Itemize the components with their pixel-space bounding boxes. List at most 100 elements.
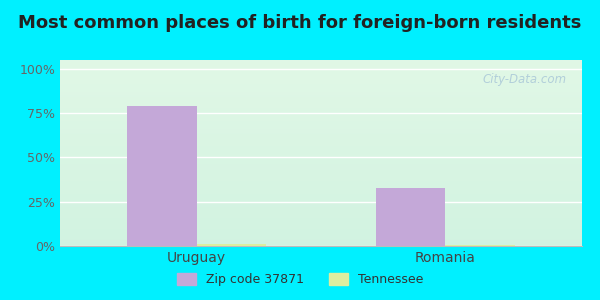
Bar <box>60 242 582 244</box>
Bar <box>445 245 515 246</box>
Bar <box>60 64 582 66</box>
Bar <box>60 211 582 212</box>
Bar <box>60 127 582 129</box>
Bar <box>60 214 582 216</box>
Bar <box>60 244 582 246</box>
Bar <box>60 60 582 62</box>
Bar <box>60 231 582 233</box>
Bar <box>60 68 582 69</box>
Bar <box>60 146 582 147</box>
Bar <box>60 94 582 95</box>
Bar <box>60 227 582 229</box>
Bar <box>60 235 582 237</box>
Bar <box>60 216 582 218</box>
Bar <box>60 222 582 224</box>
Bar <box>60 105 582 106</box>
Bar <box>60 229 582 231</box>
Bar <box>60 190 582 192</box>
Bar <box>60 151 582 153</box>
Bar <box>60 110 582 112</box>
Bar <box>60 183 582 184</box>
Bar <box>60 155 582 157</box>
Bar <box>60 95 582 97</box>
Bar <box>60 112 582 114</box>
Bar <box>60 80 582 82</box>
Bar <box>60 84 582 86</box>
Bar <box>60 160 582 162</box>
Bar <box>60 157 582 159</box>
Bar <box>60 188 582 190</box>
Bar <box>60 170 582 172</box>
Legend: Zip code 37871, Tennessee: Zip code 37871, Tennessee <box>172 268 428 291</box>
Bar <box>60 136 582 138</box>
Bar <box>60 233 582 235</box>
Bar <box>60 133 582 134</box>
Bar <box>60 205 582 207</box>
Bar <box>60 118 582 119</box>
Bar <box>60 73 582 75</box>
Bar <box>60 181 582 183</box>
Bar <box>60 82 582 84</box>
Bar <box>60 168 582 170</box>
Bar <box>60 108 582 110</box>
Bar <box>60 238 582 240</box>
Bar <box>60 92 582 94</box>
Bar <box>60 187 582 188</box>
Bar <box>60 175 582 177</box>
Bar <box>60 77 582 79</box>
Bar <box>60 192 582 194</box>
Bar <box>60 164 582 166</box>
Bar <box>60 116 582 118</box>
Bar <box>60 153 582 155</box>
Bar <box>60 99 582 101</box>
Bar <box>60 86 582 88</box>
Bar <box>60 103 582 105</box>
Bar <box>197 244 266 246</box>
Bar <box>60 218 582 220</box>
Bar <box>60 66 582 68</box>
Bar <box>60 134 582 136</box>
Bar <box>60 106 582 108</box>
Bar <box>60 173 582 175</box>
Bar <box>60 201 582 203</box>
Bar <box>60 209 582 211</box>
Bar <box>60 198 582 200</box>
Bar <box>60 62 582 64</box>
Bar <box>60 224 582 226</box>
Bar <box>60 172 582 173</box>
Bar <box>60 79 582 80</box>
Bar <box>60 144 582 146</box>
Bar <box>60 90 582 92</box>
Bar <box>60 196 582 198</box>
Bar <box>60 184 582 187</box>
Bar <box>60 119 582 122</box>
Bar <box>60 147 582 149</box>
Bar <box>60 237 582 239</box>
Bar <box>60 149 582 151</box>
Bar <box>60 131 582 133</box>
Bar <box>60 114 582 116</box>
Bar <box>60 162 582 164</box>
Bar <box>60 138 582 140</box>
Bar <box>60 69 582 71</box>
Bar <box>60 75 582 77</box>
Bar <box>127 106 197 246</box>
Bar <box>60 101 582 103</box>
Bar <box>60 142 582 144</box>
Bar <box>60 179 582 181</box>
Bar <box>60 159 582 161</box>
Bar <box>60 125 582 127</box>
Text: Most common places of birth for foreign-born residents: Most common places of birth for foreign-… <box>19 14 581 32</box>
Bar <box>60 177 582 179</box>
Bar <box>60 166 582 168</box>
Bar <box>60 122 582 123</box>
Bar <box>60 200 582 201</box>
Bar <box>60 203 582 205</box>
Bar <box>60 140 582 142</box>
Bar <box>60 123 582 125</box>
Bar <box>60 71 582 73</box>
Bar <box>60 220 582 222</box>
Bar <box>60 226 582 227</box>
Bar <box>60 240 582 242</box>
Bar <box>60 88 582 90</box>
